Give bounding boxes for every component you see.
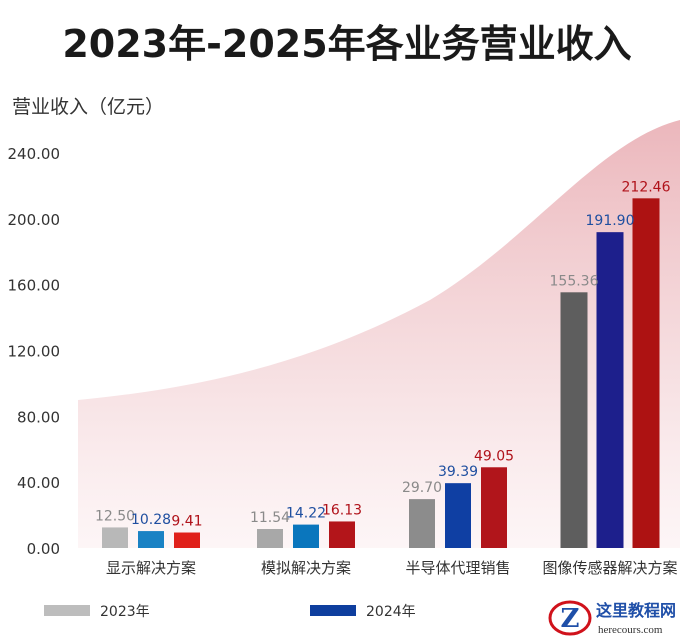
y-tick-label: 80.00 — [17, 408, 60, 426]
legend-swatch-2023 — [44, 605, 90, 616]
bar-1-1 — [102, 527, 128, 548]
bar-1-4 — [560, 292, 588, 548]
value-label: 11.54 — [250, 510, 290, 526]
x-axis-ticks: 显示解决方案 模拟解决方案 半导体代理销售 图像传感器解决方案 — [106, 559, 678, 577]
value-label: 9.41 — [171, 514, 202, 530]
bar-3-2 — [329, 521, 355, 548]
value-label: 191.90 — [586, 213, 635, 229]
legend-label-2024: 2024年 — [366, 604, 416, 620]
bar-1-2 — [257, 529, 283, 548]
x-tick-label: 图像传感器解决方案 — [542, 559, 677, 577]
bar-2-1 — [138, 531, 164, 548]
bar-3-4 — [632, 198, 660, 549]
value-label: 49.05 — [474, 448, 514, 464]
value-label: 155.36 — [550, 273, 599, 289]
watermark-logo-letter: Z — [561, 604, 580, 634]
y-tick-label: 160.00 — [8, 277, 61, 295]
watermark-logo: Z 这里教程网 herecours.com — [548, 600, 676, 636]
y-tick-label: 200.00 — [8, 211, 61, 229]
bar-1-3 — [409, 499, 435, 548]
y-tick-label: 240.00 — [8, 145, 61, 163]
value-label: 29.70 — [402, 480, 442, 496]
bar-2-2 — [293, 524, 319, 548]
x-tick-label: 半导体代理销售 — [405, 559, 510, 577]
y-tick-label: 120.00 — [8, 343, 61, 361]
bar-series — [102, 198, 660, 549]
x-tick-label: 显示解决方案 — [106, 559, 196, 577]
bar-2-4 — [596, 232, 624, 548]
value-label: 14.22 — [286, 506, 326, 522]
y-tick-label: 0.00 — [27, 540, 60, 558]
value-label: 39.39 — [438, 464, 478, 480]
y-tick-label: 40.00 — [17, 474, 60, 492]
y-axis-label: 营业收入（亿元） — [12, 96, 164, 118]
background-trend-area — [78, 120, 680, 548]
bar-3-3 — [481, 467, 507, 548]
bar-3-1 — [174, 532, 200, 548]
watermark: Z 这里教程网 herecours.com — [548, 596, 694, 640]
x-tick-label: 模拟解决方案 — [261, 559, 351, 577]
value-label: 212.46 — [622, 179, 671, 195]
watermark-url: herecours.com — [598, 624, 663, 636]
watermark-name: 这里教程网 — [596, 601, 676, 620]
value-label: 12.50 — [95, 508, 135, 524]
y-axis-ticks: 0.00 40.00 80.00 120.00 160.00 200.00 240.00 — [8, 145, 61, 558]
value-label: 10.28 — [131, 512, 171, 528]
legend-label-2023: 2023年 — [100, 604, 150, 620]
bar-2-3 — [445, 483, 471, 548]
legend-swatch-2024 — [310, 605, 356, 616]
chart-title: 2023年-2025年各业务营业收入 — [62, 22, 631, 66]
value-label: 16.13 — [322, 502, 362, 518]
